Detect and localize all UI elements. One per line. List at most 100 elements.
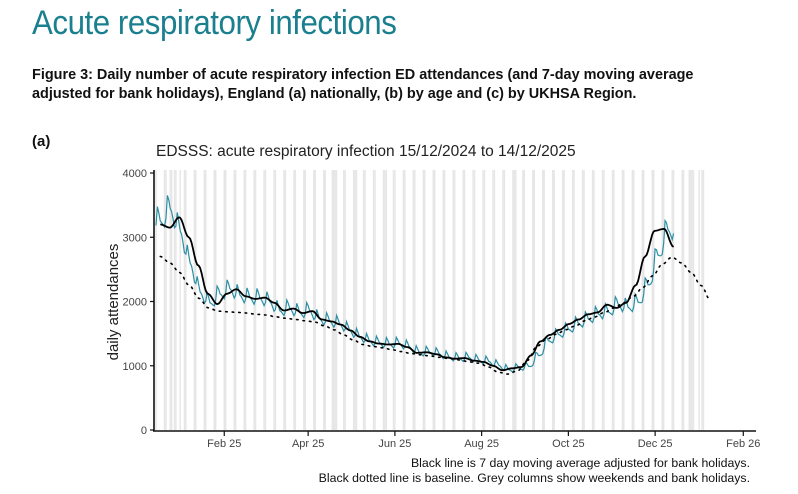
weekend-column: [583, 170, 585, 430]
weekend-column: [472, 170, 474, 430]
weekend-column: [698, 170, 700, 430]
x-tick-label: Feb 26: [726, 438, 760, 450]
weekend-column: [233, 170, 235, 430]
weekend-column: [404, 170, 406, 430]
weekend-column: [593, 170, 595, 430]
weekend-column: [424, 170, 426, 430]
chart-title: EDSSS: acute respiratory infection 15/12…: [156, 143, 576, 160]
x-axis-ticks: Feb 25 Apr 25 Jun 25 Aug 25 Oct 25 Dec 25 Feb …: [207, 431, 760, 450]
weekend-column: [512, 170, 514, 430]
weekend-column: [175, 170, 177, 430]
weekend-column: [324, 170, 326, 430]
y-tick-label: 3000: [123, 232, 147, 244]
weekend-column: [313, 170, 315, 430]
weekend-column: [581, 170, 584, 430]
weekend-column: [203, 170, 206, 430]
weekend-column: [661, 170, 663, 430]
y-tick-label: 1000: [123, 361, 147, 373]
chart-note-2: Black dotted line is baseline. Grey colu…: [319, 471, 750, 485]
weekend-column: [652, 170, 655, 430]
y-tick-label: 0: [141, 425, 147, 437]
weekend-column: [681, 170, 683, 430]
weekend-column: [502, 170, 504, 430]
weekend-column: [483, 170, 486, 430]
weekend-column: [284, 170, 287, 430]
x-tick-label: Jun 25: [378, 438, 411, 450]
weekend-column: [452, 170, 454, 430]
y-axis-ticks: 0 1000 2000 3000 4000: [123, 168, 154, 437]
weekend-column: [342, 170, 345, 430]
weekend-column: [561, 170, 564, 430]
weekend-column: [662, 170, 665, 430]
weekend-column: [503, 170, 506, 430]
weekend-column: [682, 170, 685, 430]
x-tick-label: Aug 25: [464, 438, 499, 450]
x-tick-label: Apr 25: [292, 438, 324, 450]
weekend-column: [273, 170, 275, 430]
y-tick-label: 2000: [123, 297, 147, 309]
x-tick-label: Oct 25: [552, 438, 584, 450]
weekend-column: [362, 170, 365, 430]
weekend-column: [402, 170, 405, 430]
weekend-column: [533, 170, 535, 430]
series-lines: [155, 195, 712, 375]
weekend-column: [364, 170, 366, 430]
weekend-column: [303, 170, 305, 430]
weekend-column: [314, 170, 316, 430]
weekend-column: [611, 170, 614, 430]
weekend-column: [532, 170, 534, 430]
weekend-column: [482, 170, 484, 430]
panel-label: (a): [32, 133, 51, 150]
weekend-column: [170, 170, 173, 430]
weekend-column: [183, 170, 186, 430]
weekend-column: [701, 170, 703, 430]
weekend-column: [412, 170, 415, 430]
weekend-column: [671, 170, 673, 430]
weekend-column: [224, 170, 227, 430]
weekend-column: [463, 170, 466, 430]
weekend-column: [243, 170, 245, 430]
weekend-column: [334, 170, 336, 430]
weekend-column: [442, 170, 444, 430]
baseline-line: [159, 255, 712, 375]
weekend-column: [193, 170, 196, 430]
weekend-column: [473, 170, 476, 430]
weekend-column: [689, 170, 692, 430]
weekend-column: [293, 170, 295, 430]
weekend-column: [382, 170, 385, 430]
weekend-column: [165, 170, 167, 430]
weekend-column: [492, 170, 494, 430]
weekend-column: [573, 170, 575, 430]
weekend-column: [552, 170, 554, 430]
weekend-column: [331, 170, 334, 430]
weekend-column: [355, 170, 358, 430]
weekend-column: [571, 170, 574, 430]
weekend-column: [623, 170, 625, 430]
weekend-column: [333, 170, 335, 430]
weekend-column: [603, 170, 605, 430]
weekend-column: [542, 170, 544, 430]
weekend-column: [515, 170, 517, 430]
weekend-column: [304, 170, 307, 430]
weekend-column: [352, 170, 355, 430]
weekend-column: [651, 170, 653, 430]
weekend-column: [169, 170, 171, 430]
weekend-column: [702, 170, 705, 430]
weekend-column: [179, 170, 181, 430]
weekend-column: [462, 170, 464, 430]
weekend-column: [274, 170, 277, 430]
weekend-column: [631, 170, 634, 430]
weekend-column: [354, 170, 356, 430]
weekend-column: [453, 170, 456, 430]
weekend-column: [601, 170, 604, 430]
weekend-column: [394, 170, 396, 430]
weekend-column: [234, 170, 237, 430]
moving-average-line: [160, 216, 675, 372]
weekend-column: [443, 170, 446, 430]
weekend-column: [591, 170, 594, 430]
weekend-columns: [155, 170, 705, 430]
weekend-column: [523, 170, 526, 430]
weekend-column: [385, 170, 388, 430]
weekend-column: [643, 170, 645, 430]
